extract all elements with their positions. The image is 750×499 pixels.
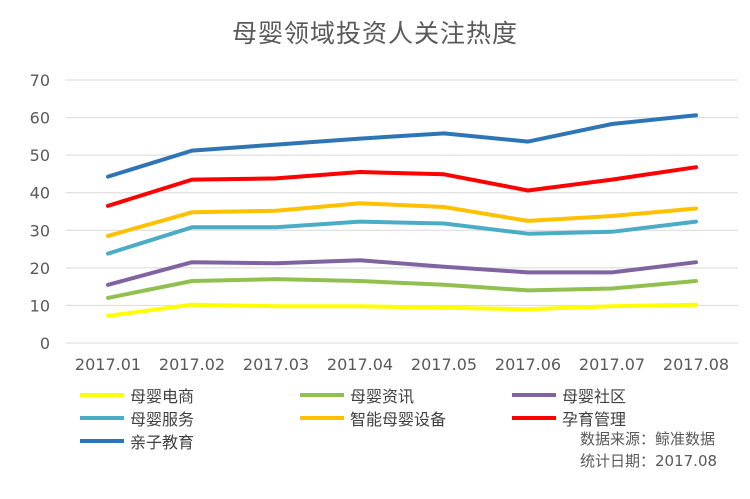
legend-swatch [512, 393, 556, 397]
x-tick-label: 2017.01 [75, 355, 141, 374]
legend-swatch [80, 393, 124, 397]
legend-label: 智能母婴设备 [350, 410, 447, 429]
stat-date-note: 统计日期：2017.08 [580, 452, 718, 470]
y-tick-label: 0 [40, 334, 50, 353]
legend-label: 母婴资讯 [350, 387, 415, 406]
legend-label: 孕育管理 [562, 410, 627, 429]
x-tick-label: 2017.03 [243, 355, 309, 374]
y-tick-label: 70 [30, 71, 50, 90]
legend-label: 母婴服务 [130, 410, 195, 429]
x-tick-label: 2017.07 [579, 355, 645, 374]
legend-item: 智能母婴设备 [300, 408, 447, 429]
y-tick-label: 20 [30, 259, 50, 278]
y-axis-ticks: 0 10 20 30 40 50 60 70 [30, 71, 50, 353]
chart-title: 母婴领域投资人关注热度 [231, 19, 518, 48]
series-line-1 [106, 277, 698, 300]
y-tick-label: 40 [30, 184, 50, 203]
legend-swatch [512, 416, 556, 420]
x-tick-label: 2017.05 [411, 355, 477, 374]
series-line-6 [106, 113, 698, 179]
x-tick-label: 2017.02 [159, 355, 225, 374]
legend-item: 母婴资讯 [300, 385, 415, 406]
series-line-3 [106, 219, 698, 256]
legend-label: 亲子教育 [130, 433, 195, 452]
series-line-0 [106, 302, 698, 318]
legend-swatch [300, 393, 344, 397]
x-tick-label: 2017.08 [663, 355, 729, 374]
y-tick-label: 30 [30, 221, 50, 240]
legend-item: 亲子教育 [80, 431, 195, 452]
series-line-4 [106, 201, 698, 238]
series-line-5 [106, 165, 698, 208]
data-source-note: 数据来源：鲸准数据 [580, 430, 716, 448]
legend-swatch [300, 416, 344, 420]
x-axis-ticks: 2017.01 2017.02 2017.03 2017.04 2017.05 2017.… [75, 355, 729, 374]
legend-swatch [80, 439, 124, 443]
x-tick-label: 2017.06 [495, 355, 561, 374]
series-lines [106, 113, 698, 318]
y-tick-label: 60 [30, 109, 50, 128]
legend-item: 孕育管理 [512, 408, 627, 429]
legend-swatch [80, 416, 124, 420]
series-line-2 [106, 258, 698, 287]
legend-label: 母婴社区 [562, 387, 627, 406]
legend-label: 母婴电商 [130, 387, 195, 406]
y-tick-label: 50 [30, 146, 50, 165]
legend-item: 母婴电商 [80, 385, 195, 406]
x-tick-label: 2017.04 [327, 355, 393, 374]
legend-item: 母婴服务 [80, 408, 195, 429]
legend-item: 母婴社区 [512, 385, 627, 406]
y-tick-label: 10 [30, 296, 50, 315]
